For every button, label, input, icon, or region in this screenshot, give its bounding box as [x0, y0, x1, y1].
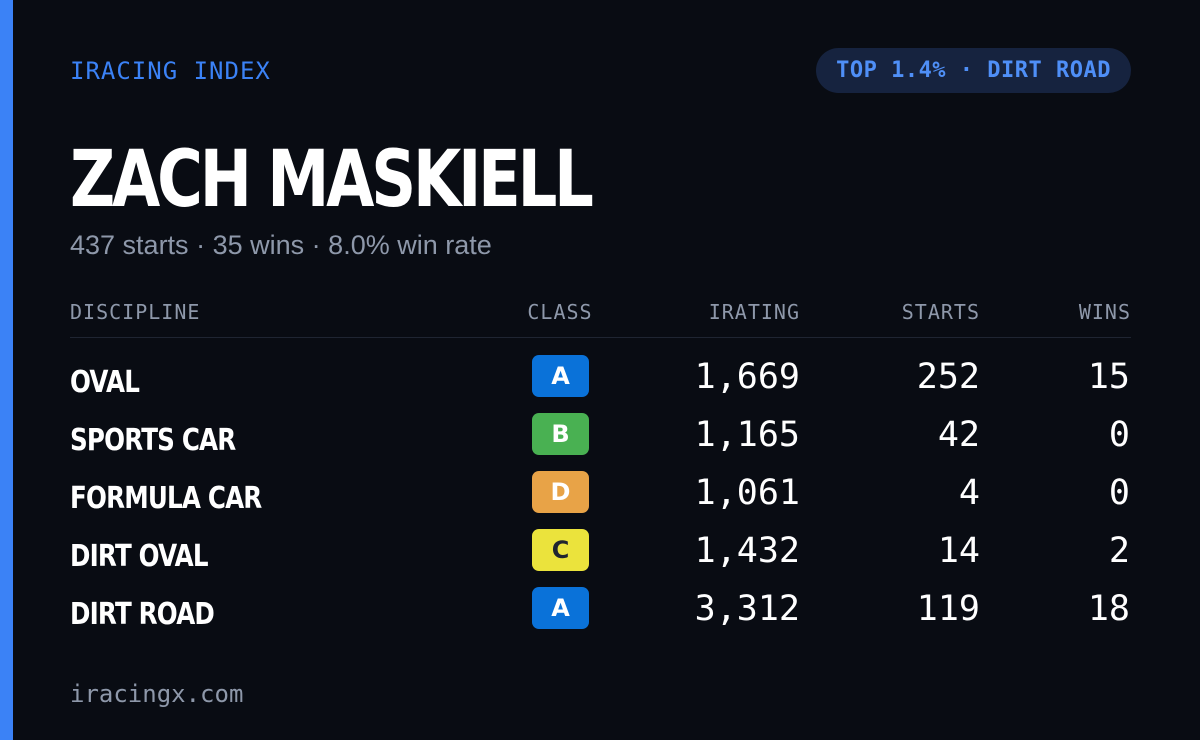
header-wins: WINS: [1078, 300, 1131, 324]
header-starts: STARTS: [901, 300, 980, 324]
rank-badge: TOP 1.4% · DIRT ROAD: [816, 48, 1131, 93]
irating-value: 1,669: [694, 357, 800, 397]
header-irating: IRATING: [708, 300, 800, 324]
player-summary: 437 starts · 35 wins · 8.0% win rate: [70, 228, 492, 262]
irating-value: 1,165: [694, 415, 800, 455]
separator: ·: [311, 230, 321, 260]
discipline-name: OVAL: [70, 365, 140, 400]
header-discipline: DISCIPLINE: [70, 300, 201, 324]
discipline-name: DIRT OVAL: [70, 539, 209, 574]
starts-value: 4: [958, 473, 980, 513]
table-row: OVAL A 1,669 252 15: [70, 354, 1131, 412]
footer-url[interactable]: iracingx.com: [70, 680, 244, 708]
class-badge: A: [532, 587, 589, 629]
irating-value: 3,312: [694, 589, 800, 629]
starts-value: 42: [937, 415, 980, 455]
table-row: SPORTS CAR B 1,165 42 0: [70, 412, 1131, 470]
table-row: DIRT OVAL C 1,432 14 2: [70, 528, 1131, 586]
discipline-name: FORMULA CAR: [70, 481, 262, 516]
wins-value: 0: [1108, 415, 1130, 455]
irating-value: 1,061: [694, 473, 800, 513]
class-badge: D: [532, 471, 589, 513]
starts-value: 119: [916, 589, 980, 629]
starts-value: 252: [916, 357, 980, 397]
class-badge: C: [532, 529, 589, 571]
starts-summary: 437 starts: [70, 230, 189, 260]
wins-summary: 35 wins: [212, 230, 305, 260]
wins-value: 0: [1108, 473, 1130, 513]
accent-bar: [0, 0, 13, 740]
separator: ·: [196, 230, 206, 260]
discipline-table: DISCIPLINE CLASS IRATING STARTS WINS OVA…: [70, 297, 1131, 644]
table-header: DISCIPLINE CLASS IRATING STARTS WINS: [70, 297, 1131, 338]
discipline-name: DIRT ROAD: [70, 597, 215, 632]
player-name: ZACH MASKIELL: [70, 135, 594, 225]
discipline-name: SPORTS CAR: [70, 423, 236, 458]
player-card: IRACING INDEX TOP 1.4% · DIRT ROAD ZACH …: [70, 0, 1131, 740]
class-badge: B: [532, 413, 589, 455]
wins-value: 15: [1087, 357, 1130, 397]
brand-label: IRACING INDEX: [70, 57, 271, 85]
irating-value: 1,432: [694, 531, 800, 571]
wins-value: 2: [1108, 531, 1130, 571]
header-class-label: CLASS: [527, 300, 593, 324]
table-row: FORMULA CAR D 1,061 4 0: [70, 470, 1131, 528]
table-body: OVAL A 1,669 252 15 SPORTS CAR B 1,165 4…: [70, 354, 1131, 644]
win-rate-summary: 8.0% win rate: [328, 230, 492, 260]
table-row: DIRT ROAD A 3,312 119 18: [70, 586, 1131, 644]
wins-value: 18: [1087, 589, 1130, 629]
class-badge: A: [532, 355, 589, 397]
starts-value: 14: [937, 531, 980, 571]
